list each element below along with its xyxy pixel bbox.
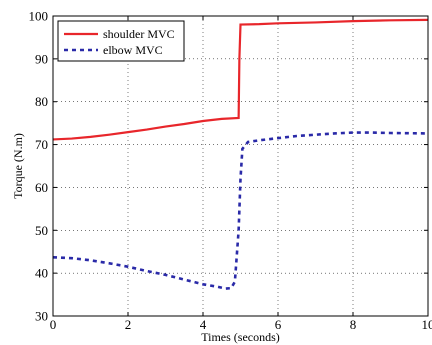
y-tick-label: 40 [35, 266, 48, 281]
series-line-shoulder [52, 18, 429, 141]
x-tick-label: 6 [275, 317, 282, 332]
x-tick-label: 0 [50, 317, 57, 332]
x-tick-label: 4 [200, 317, 207, 332]
plot-frame [52, 15, 429, 317]
x-tick-label: 2 [125, 317, 132, 332]
x-axis-label: Times (seconds) [201, 330, 280, 344]
legend-label-elbow: elbow MVC [103, 43, 163, 57]
y-tick-label: 90 [35, 51, 48, 66]
x-tick-label: 8 [350, 317, 357, 332]
y-axis-label: Torque (N.m) [11, 133, 25, 199]
series-layer [52, 18, 429, 290]
series-line-elbow [52, 131, 429, 290]
grid [53, 16, 428, 316]
y-tick-label: 100 [29, 9, 49, 24]
y-tick-label: 30 [35, 309, 48, 324]
ticks: 0 2 4 6 8 10 30 40 50 60 70 80 90 100 [29, 9, 432, 333]
legend-label-shoulder: shoulder MVC [103, 27, 175, 41]
x-tick-label: 10 [422, 317, 432, 332]
legend-box [57, 20, 185, 62]
y-tick-label: 70 [35, 137, 48, 152]
y-tick-label: 80 [35, 94, 48, 109]
legend: shoulder MVC elbow MVC [57, 20, 185, 62]
y-tick-label: 60 [35, 180, 48, 195]
y-tick-label: 50 [35, 223, 48, 238]
